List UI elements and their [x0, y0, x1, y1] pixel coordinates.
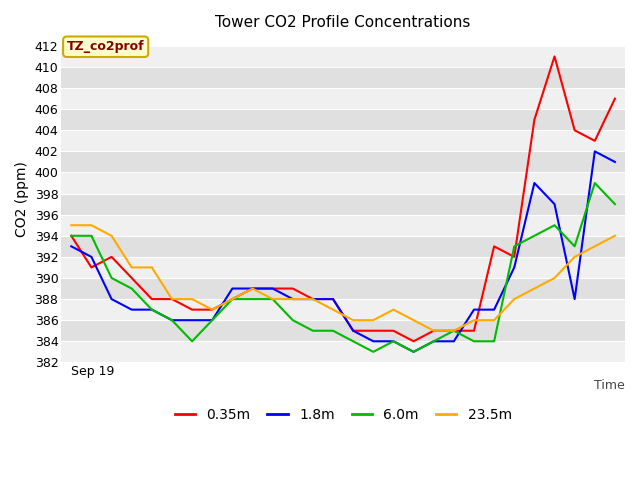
- Bar: [61, 151, 625, 172]
- Text: Time: Time: [595, 379, 625, 392]
- Bar: [61, 172, 625, 193]
- Bar: [61, 278, 625, 299]
- Title: Tower CO2 Profile Concentrations: Tower CO2 Profile Concentrations: [216, 15, 471, 30]
- Bar: [61, 257, 625, 278]
- Bar: [61, 215, 625, 236]
- Bar: [61, 320, 625, 341]
- Bar: [61, 88, 625, 109]
- Legend: 0.35m, 1.8m, 6.0m, 23.5m: 0.35m, 1.8m, 6.0m, 23.5m: [169, 402, 517, 427]
- Bar: [61, 236, 625, 257]
- Text: TZ_co2prof: TZ_co2prof: [67, 40, 145, 53]
- Bar: [61, 109, 625, 130]
- Bar: [61, 46, 625, 67]
- Y-axis label: CO2 (ppm): CO2 (ppm): [15, 161, 29, 237]
- Bar: [61, 130, 625, 151]
- Bar: [61, 299, 625, 320]
- Bar: [61, 341, 625, 362]
- Bar: [61, 67, 625, 88]
- Bar: [61, 193, 625, 215]
